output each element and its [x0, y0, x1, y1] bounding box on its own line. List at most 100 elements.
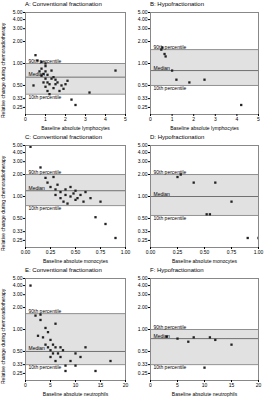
svg-text:10th percentile: 10th percentile	[154, 85, 187, 91]
svg-text:0.50: 0.50	[200, 249, 210, 255]
svg-text:0.33: 0.33	[13, 228, 23, 234]
svg-text:Baseline absolute lymphocytes: Baseline absolute lymphocytes	[41, 125, 110, 131]
svg-text:1.00: 1.00	[121, 249, 131, 255]
svg-text:3.00: 3.00	[13, 291, 23, 297]
svg-text:4.00: 4.00	[138, 282, 148, 288]
svg-text:1.00: 1.00	[254, 249, 264, 255]
svg-text:0.50: 0.50	[13, 348, 23, 354]
svg-text:2.00: 2.00	[138, 38, 148, 44]
svg-text:0.00: 0.00	[146, 249, 156, 255]
svg-text:0.33: 0.33	[138, 361, 148, 367]
svg-text:2.00: 2.00	[138, 171, 148, 177]
svg-text:1.00: 1.00	[13, 326, 23, 332]
svg-text:Median: Median	[29, 345, 46, 351]
svg-text:2: 2	[192, 116, 195, 122]
svg-text:90th percentile: 90th percentile	[154, 44, 187, 50]
svg-text:0.25: 0.25	[173, 249, 183, 255]
svg-text:3.00: 3.00	[13, 158, 23, 164]
svg-text:2: 2	[64, 116, 67, 122]
svg-text:4.00: 4.00	[138, 16, 148, 22]
svg-text:0: 0	[24, 382, 27, 388]
svg-text:5.00: 5.00	[13, 142, 23, 148]
svg-text:Baseline absolute neutrophils: Baseline absolute neutrophils	[43, 391, 109, 397]
svg-text:Median: Median	[154, 65, 171, 71]
svg-text:4: 4	[236, 116, 239, 122]
svg-text:3.00: 3.00	[138, 25, 148, 31]
svg-text:0: 0	[149, 116, 152, 122]
svg-text:5.00: 5.00	[13, 9, 23, 15]
svg-text:5: 5	[257, 116, 260, 122]
svg-text:5.00: 5.00	[138, 142, 148, 148]
svg-text:5.00: 5.00	[138, 9, 148, 15]
svg-text:1.00: 1.00	[138, 60, 148, 66]
svg-text:5: 5	[49, 382, 52, 388]
svg-text:0.25: 0.25	[13, 370, 23, 376]
svg-text:4.00: 4.00	[138, 149, 148, 155]
svg-text:0.50: 0.50	[13, 82, 23, 88]
svg-text:0.25: 0.25	[13, 237, 23, 243]
svg-text:0: 0	[24, 116, 27, 122]
svg-text:0.33: 0.33	[138, 228, 148, 234]
svg-text:1.00: 1.00	[13, 60, 23, 66]
svg-text:10th percentile: 10th percentile	[154, 364, 187, 370]
svg-text:1.00: 1.00	[138, 326, 148, 332]
svg-text:Median: Median	[154, 191, 171, 197]
svg-text:2.00: 2.00	[13, 304, 23, 310]
svg-text:4.00: 4.00	[13, 149, 23, 155]
svg-text:0.33: 0.33	[13, 95, 23, 101]
svg-text:1.00: 1.00	[138, 193, 148, 199]
svg-text:10: 10	[73, 382, 79, 388]
svg-text:0.75: 0.75	[96, 249, 106, 255]
svg-text:1: 1	[171, 116, 174, 122]
svg-text:Baseline absolute lymphocytes: Baseline absolute lymphocytes	[170, 125, 239, 131]
svg-text:0.25: 0.25	[13, 104, 23, 110]
svg-text:0.25: 0.25	[138, 104, 148, 110]
svg-text:5.00: 5.00	[138, 275, 148, 281]
svg-text:4.00: 4.00	[13, 16, 23, 22]
svg-text:15: 15	[229, 382, 235, 388]
svg-text:0.50: 0.50	[13, 215, 23, 221]
svg-text:Baseline absolute monocytes: Baseline absolute monocytes	[43, 258, 109, 264]
svg-text:90th percentile: 90th percentile	[29, 169, 62, 175]
svg-text:5: 5	[176, 382, 179, 388]
svg-text:0.00: 0.00	[21, 249, 31, 255]
svg-text:5.00: 5.00	[13, 275, 23, 281]
svg-text:2.00: 2.00	[13, 38, 23, 44]
svg-text:0.33: 0.33	[13, 361, 23, 367]
svg-text:0.25: 0.25	[138, 237, 148, 243]
svg-text:0: 0	[149, 382, 152, 388]
svg-text:0.50: 0.50	[138, 82, 148, 88]
svg-text:10th percentile: 10th percentile	[29, 205, 62, 211]
svg-text:0.50: 0.50	[138, 215, 148, 221]
svg-text:3.00: 3.00	[138, 291, 148, 297]
svg-text:5: 5	[124, 116, 127, 122]
svg-text:0.50: 0.50	[138, 348, 148, 354]
svg-text:Baseline absolute monocytes: Baseline absolute monocytes	[172, 258, 238, 264]
svg-text:Median: Median	[29, 185, 46, 191]
svg-text:0.25: 0.25	[46, 249, 56, 255]
svg-text:1.00: 1.00	[13, 193, 23, 199]
svg-text:90th percentile: 90th percentile	[154, 324, 187, 330]
svg-text:10th percentile: 10th percentile	[154, 215, 187, 221]
svg-text:3.00: 3.00	[138, 158, 148, 164]
svg-text:3.00: 3.00	[13, 25, 23, 31]
svg-text:90th percentile: 90th percentile	[29, 58, 62, 64]
svg-text:90th percentile: 90th percentile	[29, 308, 62, 314]
svg-text:2.00: 2.00	[13, 171, 23, 177]
svg-text:10th percentile: 10th percentile	[29, 364, 62, 370]
svg-text:3: 3	[214, 116, 217, 122]
svg-text:90th percentile: 90th percentile	[154, 169, 187, 175]
svg-text:Median: Median	[29, 71, 46, 77]
svg-text:3: 3	[84, 116, 87, 122]
svg-text:10th percentile: 10th percentile	[29, 94, 62, 100]
svg-text:0.25: 0.25	[138, 370, 148, 376]
svg-text:20: 20	[123, 382, 129, 388]
svg-text:4: 4	[104, 116, 107, 122]
svg-text:Baseline absolute neutrophils: Baseline absolute neutrophils	[172, 391, 238, 397]
svg-text:10: 10	[202, 382, 208, 388]
svg-text:4.00: 4.00	[13, 282, 23, 288]
svg-text:0.33: 0.33	[138, 95, 148, 101]
svg-text:2.00: 2.00	[138, 304, 148, 310]
svg-text:Median: Median	[154, 333, 171, 339]
svg-text:1: 1	[44, 116, 47, 122]
